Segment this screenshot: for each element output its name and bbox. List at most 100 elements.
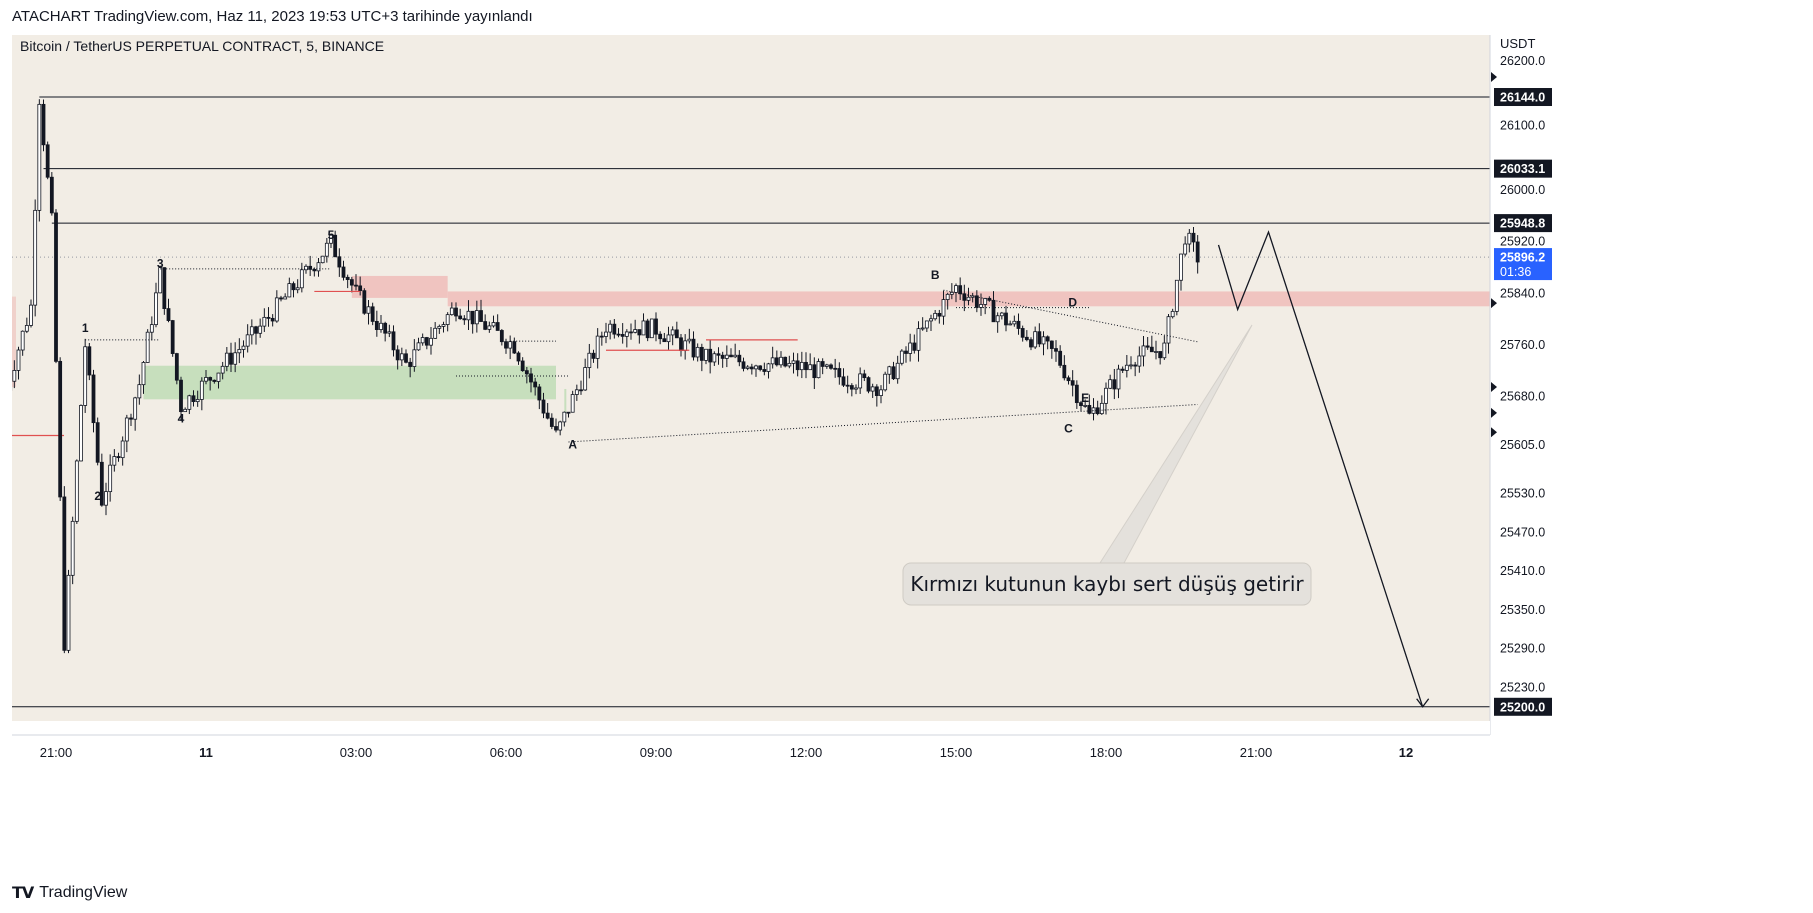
levels-layer [12,96,1490,708]
footer: 𝗧𝗩 TradingView [12,883,127,903]
candle [333,234,338,258]
candle [1112,379,1117,390]
time-tick-label: 21:00 [1240,745,1273,760]
candle [1083,405,1088,407]
axis-marker-icon [1491,71,1497,82]
candle [749,366,754,370]
candle [862,373,867,379]
candle [229,352,233,365]
candle [349,279,354,286]
candle [141,362,146,386]
candle [720,354,725,359]
candle [308,265,313,270]
candle [1187,232,1192,245]
projection-path [1217,230,1424,707]
candle [866,377,871,392]
time-axis[interactable]: 21:00 11 03:00 06:00 09:00 12:00 15:00 18:00 21:… [12,721,1490,870]
time-tick-label: 21:00 [40,745,73,760]
candle [408,361,413,367]
candle [824,364,829,367]
candle [445,314,450,325]
candle [562,411,567,423]
candle [516,352,521,362]
candle [54,212,58,362]
candle [958,285,963,295]
candle [662,338,667,343]
wave-label-C: C [1064,421,1073,435]
candle [1104,387,1108,404]
candle [404,353,408,363]
candle [470,310,475,325]
price-axis[interactable]: 26200.0 26100.0 26000.0 25920.0 25840.0 25760… [1489,35,1808,870]
time-tick-label: 12:00 [790,745,823,760]
candle [945,293,950,300]
wave-label-4: 4 [178,412,185,426]
candle [729,354,733,358]
candle [199,380,204,400]
annotation-box[interactable] [902,562,1312,606]
trendline-upper [943,289,1198,343]
candle [495,322,500,331]
candle [841,376,846,386]
candle [1166,316,1171,344]
candle [766,363,771,372]
candle [816,361,821,379]
candle [1149,346,1154,353]
candle [133,397,138,420]
candle [962,293,967,301]
candle [295,287,300,291]
arrow-head-icon [1416,698,1430,708]
candle [158,267,163,294]
candle [1079,402,1083,407]
candle [1179,253,1183,281]
candle [162,267,167,309]
candle [104,491,108,506]
candle [195,399,200,403]
candle [1008,323,1013,326]
candle [745,366,750,369]
candle [887,366,892,375]
candle [1191,232,1196,243]
candle [399,353,404,361]
candle [545,412,550,419]
candle [12,370,17,382]
candle [566,411,571,414]
price-tick-label: 25290.0 [1500,642,1545,656]
price-tick-label: 25530.0 [1500,487,1545,501]
wave-label-D: D [1068,295,1077,309]
candle [758,365,763,370]
candle [416,342,421,351]
candle [891,366,896,380]
candle [358,285,363,292]
candle [1024,336,1029,341]
candle [149,324,154,333]
candle [454,307,458,317]
time-axis-background [12,721,1490,870]
candle [579,389,583,392]
candle [166,308,171,321]
candle [999,312,1004,317]
candle [1049,340,1054,349]
candle [237,349,242,354]
candle [595,335,600,359]
candle [591,352,596,359]
wave-label-B: B [931,268,940,282]
candle [520,360,525,372]
candle [99,461,104,506]
price-tick-label: 26000.0 [1500,183,1545,197]
candle [241,345,246,350]
candle [762,369,767,372]
candle [1116,368,1121,390]
candle [412,349,417,367]
candle [604,331,608,337]
price-tick-label: 26100.0 [1500,118,1545,132]
candle [287,283,292,298]
last-price-label: 25896.2 [1500,251,1545,265]
candle [316,262,321,272]
brand-name: TradingView [39,884,128,901]
candle [858,373,863,389]
candle [245,334,250,347]
candle [624,331,629,337]
